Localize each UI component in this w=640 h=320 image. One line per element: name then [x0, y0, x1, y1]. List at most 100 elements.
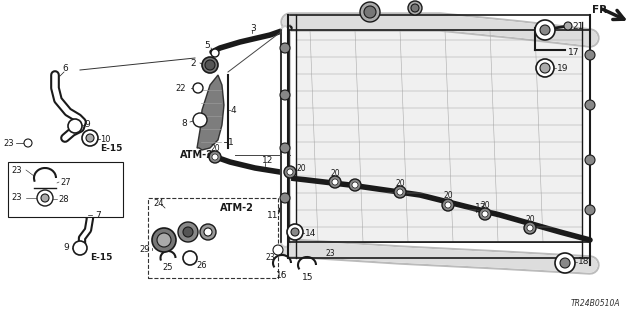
- Text: 23: 23: [11, 194, 22, 203]
- Text: 20: 20: [296, 164, 306, 172]
- Circle shape: [178, 222, 198, 242]
- Text: 20: 20: [443, 191, 453, 201]
- Text: 21: 21: [572, 21, 584, 30]
- Circle shape: [86, 134, 94, 142]
- Circle shape: [352, 182, 358, 188]
- Text: FR.: FR.: [592, 5, 611, 15]
- Text: 16: 16: [276, 271, 288, 281]
- Text: 3: 3: [250, 23, 256, 33]
- Circle shape: [193, 83, 203, 93]
- Circle shape: [349, 179, 361, 191]
- Circle shape: [202, 57, 218, 73]
- Circle shape: [287, 169, 293, 175]
- Bar: [8, 162, 123, 217]
- Text: 11: 11: [266, 211, 278, 220]
- Circle shape: [280, 143, 290, 153]
- Text: 25: 25: [162, 263, 173, 273]
- Circle shape: [280, 43, 290, 53]
- Bar: [148, 198, 278, 278]
- Circle shape: [360, 2, 380, 22]
- Circle shape: [585, 50, 595, 60]
- Text: 28: 28: [58, 195, 68, 204]
- Circle shape: [280, 90, 290, 100]
- Text: 19: 19: [557, 63, 568, 73]
- Circle shape: [555, 253, 575, 273]
- Text: E-15: E-15: [90, 253, 113, 262]
- Text: 9: 9: [63, 244, 69, 252]
- Circle shape: [273, 245, 283, 255]
- Text: 23: 23: [265, 253, 275, 262]
- Text: TR24B0510A: TR24B0510A: [570, 299, 620, 308]
- Circle shape: [82, 130, 98, 146]
- Text: 4: 4: [231, 106, 237, 115]
- Text: 2: 2: [190, 59, 196, 68]
- Circle shape: [183, 251, 197, 265]
- Circle shape: [540, 25, 550, 35]
- Text: 8: 8: [181, 118, 187, 127]
- Circle shape: [560, 258, 570, 268]
- Circle shape: [41, 194, 49, 202]
- Circle shape: [535, 20, 555, 40]
- Circle shape: [183, 227, 193, 237]
- Circle shape: [205, 60, 215, 70]
- Circle shape: [394, 186, 406, 198]
- Circle shape: [193, 113, 207, 127]
- Text: 27: 27: [60, 178, 70, 187]
- Text: 29: 29: [140, 245, 150, 254]
- Circle shape: [332, 179, 338, 185]
- Text: ATM-2: ATM-2: [180, 150, 214, 160]
- Text: 9: 9: [84, 119, 90, 129]
- Text: 23: 23: [11, 165, 22, 174]
- Circle shape: [157, 233, 171, 247]
- Circle shape: [73, 241, 87, 255]
- Circle shape: [209, 151, 221, 163]
- Circle shape: [200, 224, 216, 240]
- Text: 20: 20: [210, 143, 220, 153]
- Circle shape: [211, 49, 219, 57]
- Text: 20: 20: [395, 179, 405, 188]
- Circle shape: [585, 155, 595, 165]
- Circle shape: [329, 176, 341, 188]
- Circle shape: [68, 119, 82, 133]
- Text: 1: 1: [228, 138, 234, 147]
- Text: ATM-2: ATM-2: [220, 203, 254, 213]
- Circle shape: [37, 190, 53, 206]
- Text: 14: 14: [305, 228, 316, 237]
- Circle shape: [280, 193, 290, 203]
- Text: 20: 20: [330, 169, 340, 178]
- Circle shape: [291, 228, 299, 236]
- Circle shape: [408, 1, 422, 15]
- Text: 13: 13: [475, 204, 486, 212]
- Circle shape: [397, 189, 403, 195]
- Text: 20: 20: [480, 201, 490, 210]
- Text: 6: 6: [62, 63, 68, 73]
- Circle shape: [287, 224, 303, 240]
- Text: 10: 10: [100, 134, 111, 143]
- Circle shape: [524, 222, 536, 234]
- Text: 18: 18: [578, 258, 589, 267]
- Circle shape: [152, 228, 176, 252]
- Text: 26: 26: [196, 260, 207, 269]
- Circle shape: [204, 228, 212, 236]
- Circle shape: [585, 100, 595, 110]
- Circle shape: [564, 22, 572, 30]
- Text: E-15: E-15: [100, 143, 122, 153]
- Circle shape: [536, 59, 554, 77]
- Circle shape: [585, 205, 595, 215]
- Text: 24: 24: [153, 199, 163, 209]
- Text: 7: 7: [95, 211, 100, 220]
- Polygon shape: [197, 75, 224, 150]
- Circle shape: [540, 63, 550, 73]
- Text: 17: 17: [568, 47, 579, 57]
- Text: 5: 5: [204, 41, 210, 50]
- Circle shape: [479, 208, 491, 220]
- Circle shape: [411, 4, 419, 12]
- Bar: [296, 30, 582, 242]
- Text: 12: 12: [262, 156, 273, 164]
- Circle shape: [284, 166, 296, 178]
- Circle shape: [24, 139, 32, 147]
- Circle shape: [527, 225, 533, 231]
- Circle shape: [364, 6, 376, 18]
- Text: 23: 23: [325, 249, 335, 258]
- Circle shape: [482, 211, 488, 217]
